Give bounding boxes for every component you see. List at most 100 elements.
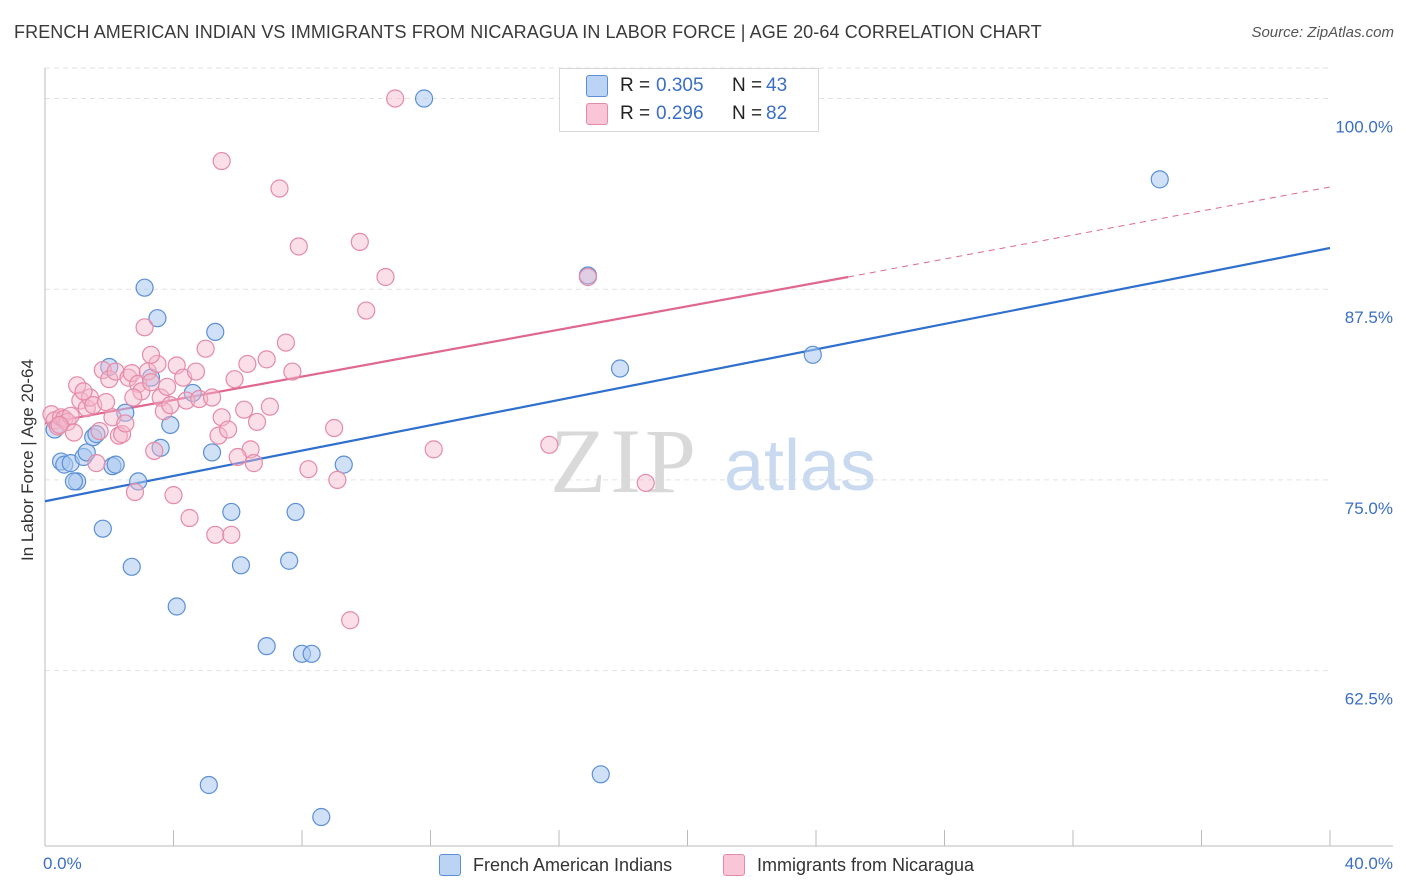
x-tick-label: 40.0% [1345,854,1393,873]
point-immigrants-from-nicaragua [235,400,254,419]
trend-line [44,275,849,425]
point-french-american-indians [334,455,353,474]
y-tick-label: 75.0% [1345,499,1393,518]
blue-swatch-icon [586,75,608,97]
point-french-american-indians [610,359,630,378]
watermark-atlas: atlas [724,426,876,506]
point-immigrants-from-nicaragua [64,423,84,442]
y-tick-labels: 100.0% 87.5% 75.0% 62.5% [1335,118,1393,709]
point-french-american-indians [106,455,125,474]
point-immigrants-from-nicaragua [148,354,167,374]
point-french-american-indians [122,557,141,576]
point-immigrants-from-nicaragua [636,473,655,493]
r-value: 0.305 [656,75,704,96]
point-french-american-indians [135,278,154,297]
point-immigrants-from-nicaragua [376,267,395,287]
point-immigrants-from-nicaragua [124,388,143,407]
legend-item-immigrants-from-nicaragua: Immigrants from Nicaragua [723,852,974,878]
trend-line-extension [848,186,1331,278]
point-immigrants-from-nicaragua [299,460,318,479]
point-immigrants-from-nicaragua [50,415,69,435]
point-immigrants-from-nicaragua [276,333,296,352]
n-label: N = [732,75,763,96]
point-immigrants-from-nicaragua [100,370,119,389]
point-immigrants-from-nicaragua [341,611,360,630]
point-immigrants-from-nicaragua [96,392,116,412]
point-immigrants-from-nicaragua [289,237,308,256]
point-french-american-indians [206,322,225,342]
x-tick-label: 0.0% [43,854,82,873]
point-immigrants-from-nicaragua [74,382,93,401]
point-french-american-indians [414,89,434,108]
r-label: R = [620,103,651,124]
point-immigrants-from-nicaragua [151,388,170,407]
point-immigrants-from-nicaragua [222,525,241,544]
blue-swatch-icon [439,854,461,876]
point-immigrants-from-nicaragua [145,441,164,460]
point-immigrants-from-nicaragua [164,486,183,505]
point-immigrants-from-nicaragua [196,339,215,358]
point-french-american-indians [803,345,822,364]
point-immigrants-from-nicaragua [212,151,231,171]
pink-swatch-icon [586,103,608,125]
chart-title: FRENCH AMERICAN INDIAN VS IMMIGRANTS FRO… [14,22,1042,42]
point-immigrants-from-nicaragua [206,525,225,544]
point-immigrants-from-nicaragua [202,388,222,407]
point-immigrants-from-nicaragua [186,362,206,381]
r-value: 0.296 [656,103,704,124]
point-french-american-indians [202,443,222,462]
point-immigrants-from-nicaragua [424,440,443,459]
point-french-american-indians [87,425,106,444]
point-immigrants-from-nicaragua [116,414,135,433]
point-french-american-indians [93,519,112,538]
point-immigrants-from-nicaragua [228,447,247,467]
point-immigrants-from-nicaragua [125,482,145,502]
point-immigrants-from-nicaragua [219,420,238,439]
y-tick-label: 100.0% [1335,118,1393,137]
point-french-american-indians [302,644,321,663]
source-label: Source: ZipAtlas.com [1251,24,1394,41]
point-french-american-indians [257,637,276,656]
point-immigrants-from-nicaragua [283,362,302,381]
point-immigrants-from-nicaragua [161,396,180,415]
trend-line [44,246,1331,503]
y-tick-label: 62.5% [1345,690,1393,709]
point-immigrants-from-nicaragua [257,350,276,369]
stats-legend: R = 0.305 N = 43 R = 0.296 N = 82 [559,68,819,132]
pink-swatch-icon [723,854,745,876]
axes [44,68,1393,847]
point-immigrants-from-nicaragua [270,179,289,198]
n-value: 82 [766,103,788,124]
point-french-american-indians [280,551,299,570]
legend-row-blue: R = 0.305 N = 43 [586,73,787,99]
watermark-zip: ZIP [550,410,700,512]
point-immigrants-from-nicaragua [357,301,376,320]
point-french-american-indians [591,765,610,784]
point-immigrants-from-nicaragua [141,373,161,392]
point-immigrants-from-nicaragua [141,345,161,364]
point-immigrants-from-nicaragua [180,508,199,528]
point-immigrants-from-nicaragua [247,412,267,432]
point-french-american-indians [64,472,84,491]
point-immigrants-from-nicaragua [578,267,598,287]
point-french-american-indians [148,309,167,328]
point-french-american-indians [1150,170,1169,189]
point-immigrants-from-nicaragua [325,418,344,438]
gridlines [45,67,1330,672]
legend-row-pink: R = 0.296 N = 82 [586,101,787,127]
y-axis-label: In Labor Force | Age 20-64 [18,359,37,561]
point-immigrants-from-nicaragua [328,470,347,489]
legend-item-french-american-indians: French American Indians [439,852,672,878]
point-immigrants-from-nicaragua [87,454,106,473]
point-immigrants-from-nicaragua [386,89,405,108]
point-immigrants-from-nicaragua [122,363,141,383]
point-immigrants-from-nicaragua [90,421,109,441]
point-french-american-indians [129,472,148,491]
point-immigrants-from-nicaragua [350,232,369,252]
point-immigrants-from-nicaragua [157,377,177,396]
legend-label: French American Indians [473,854,673,875]
point-immigrants-from-nicaragua [238,354,257,374]
point-french-american-indians [286,502,305,522]
point-french-american-indians [222,502,241,522]
